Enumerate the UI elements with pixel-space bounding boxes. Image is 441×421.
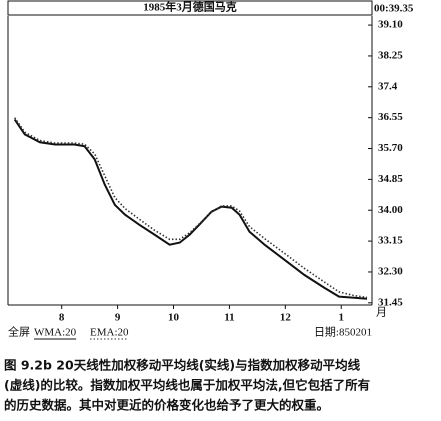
x-tick-label: 12 — [280, 312, 292, 324]
legend-entry: WMA:20 — [34, 327, 77, 339]
y-tick-label: 32.30 — [378, 265, 403, 277]
x-tick-label: 11 — [224, 312, 234, 324]
y-tick-label: 34.00 — [378, 204, 403, 216]
x-tick-label: 8 — [59, 312, 65, 324]
y-tick-label: 39.10 — [378, 19, 403, 31]
x-tick-label: 10 — [168, 312, 180, 324]
caption-line: 的历史数据。其中对更近的价格变化也给予了更大的权重。 — [4, 398, 329, 413]
top-label: 00:39.35 — [374, 3, 414, 15]
x-tick-label: 1 — [338, 312, 344, 324]
y-tick-label: 35.70 — [378, 142, 403, 154]
y-tick-label: 37.4 — [378, 80, 398, 92]
y-tick-label: 31.45 — [378, 296, 403, 308]
y-tick-label: 38.25 — [378, 49, 403, 61]
footer-date: 日期:850201 — [314, 326, 372, 339]
chart-title: 1985年3月德国马克 — [143, 0, 237, 14]
legend-entry: EMA:20 — [90, 327, 129, 339]
y-tick-label: 36.55 — [378, 111, 403, 123]
series-line — [14, 117, 368, 299]
title-box — [7, 0, 373, 16]
x-axis-label: 月 — [376, 307, 387, 319]
footer-left: 全屏 — [8, 325, 30, 339]
y-tick-label: 34.85 — [378, 173, 403, 185]
series-line — [13, 118, 368, 300]
caption-line: (虚线)的比较。指数加权平均线也属于加权平均法,但它包括了所有 — [4, 378, 370, 393]
y-tick-label: 33.15 — [378, 235, 403, 247]
x-tick-label: 9 — [115, 312, 121, 324]
caption-line: 图 9.2b 20天线性加权移动平均线(实线)与指数加权移动平均线 — [4, 358, 361, 373]
